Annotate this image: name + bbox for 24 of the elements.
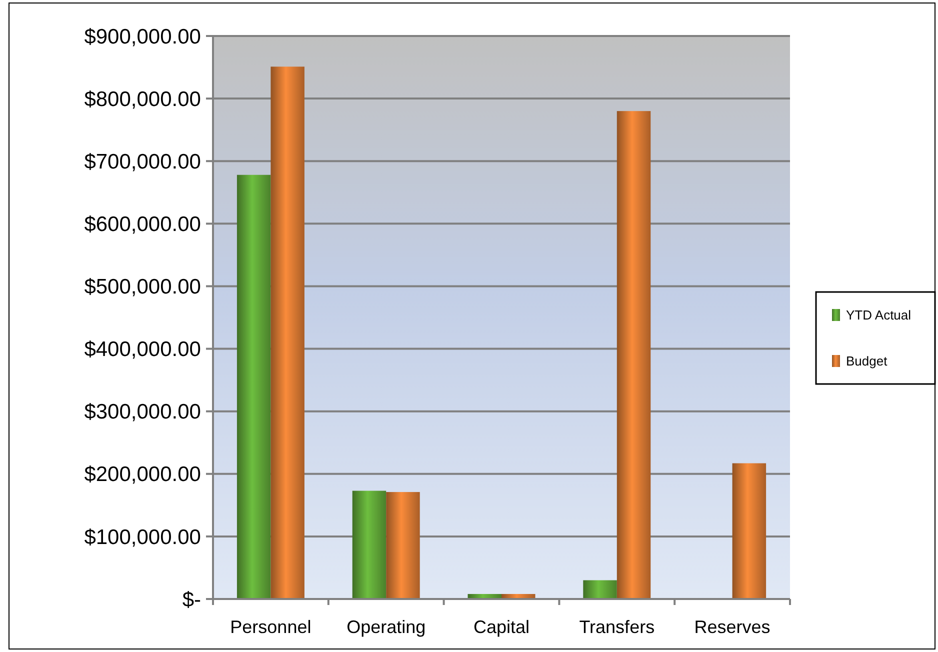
bar — [386, 492, 420, 599]
y-tick-label: $100,000.00 — [84, 526, 201, 549]
legend-label: Budget — [846, 354, 888, 369]
y-tick-label: $400,000.00 — [84, 338, 201, 362]
y-tick-label: $600,000.00 — [84, 213, 201, 236]
legend-label: YTD Actual — [846, 308, 912, 323]
x-tick-label: Reserves — [694, 617, 770, 637]
y-tick-label: $900,000.00 — [84, 25, 201, 48]
x-tick-label: Transfers — [579, 617, 655, 637]
x-tick-label: Operating — [346, 617, 426, 637]
bar — [732, 463, 766, 599]
y-tick-label: $300,000.00 — [84, 400, 201, 424]
bar — [352, 490, 386, 599]
x-tick-label: Personnel — [230, 617, 312, 637]
y-tick-label: $700,000.00 — [84, 150, 201, 174]
bar — [236, 174, 271, 599]
bar — [616, 111, 651, 599]
bar — [583, 580, 617, 599]
y-tick-label: $800,000.00 — [84, 88, 201, 111]
y-tick-label: $- — [182, 588, 201, 612]
y-tick-label: $500,000.00 — [84, 276, 201, 299]
y-tick-label: $200,000.00 — [84, 463, 201, 486]
x-tick-label: Capital — [473, 617, 530, 637]
bar — [270, 66, 304, 599]
